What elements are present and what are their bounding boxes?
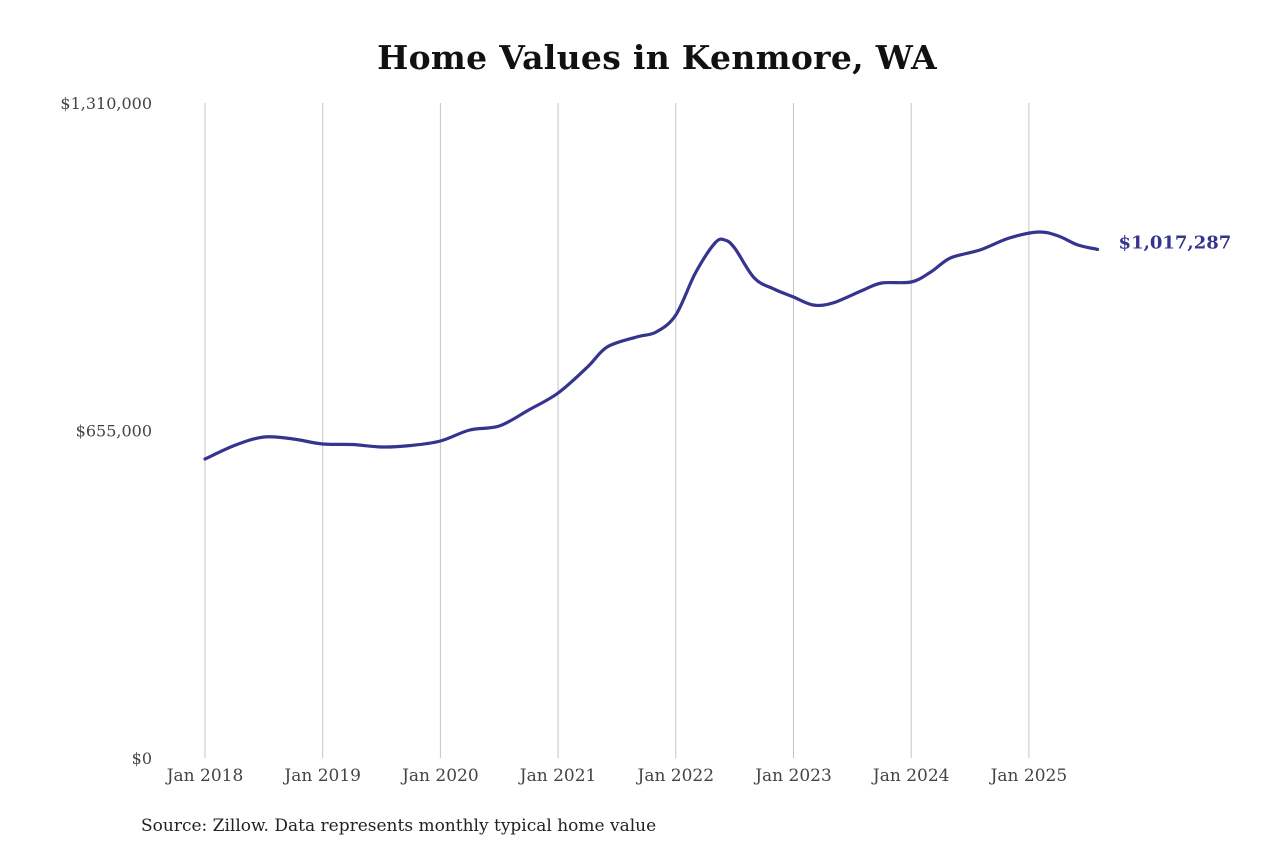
x-tick-label: Jan 2020 xyxy=(400,766,479,786)
x-tick-label: Jan 2024 xyxy=(871,766,950,786)
x-tick-label: Jan 2025 xyxy=(989,766,1068,786)
x-tick-label: Jan 2021 xyxy=(518,766,597,786)
x-tick-label: Jan 2019 xyxy=(282,766,361,786)
chart-title: Home Values in Kenmore, WA xyxy=(377,38,937,77)
y-axis: $0 $655,000 $1,310,000 xyxy=(60,94,152,768)
x-tick-label: Jan 2018 xyxy=(165,766,244,786)
y-tick-label: $0 xyxy=(132,749,152,768)
vertical-gridlines xyxy=(204,103,1030,758)
source-note: Source: Zillow. Data represents monthly … xyxy=(141,816,657,836)
latest-value-label: $1,017,287 xyxy=(1119,232,1232,253)
y-tick-label: $655,000 xyxy=(76,422,152,441)
y-tick-label: $1,310,000 xyxy=(60,94,152,113)
home-value-line xyxy=(203,230,1100,461)
x-axis: Jan 2018 Jan 2019 Jan 2020 Jan 2021 Jan 2022… xyxy=(165,766,1067,786)
x-tick-label: Jan 2023 xyxy=(753,766,832,786)
x-tick-label: Jan 2022 xyxy=(636,766,715,786)
